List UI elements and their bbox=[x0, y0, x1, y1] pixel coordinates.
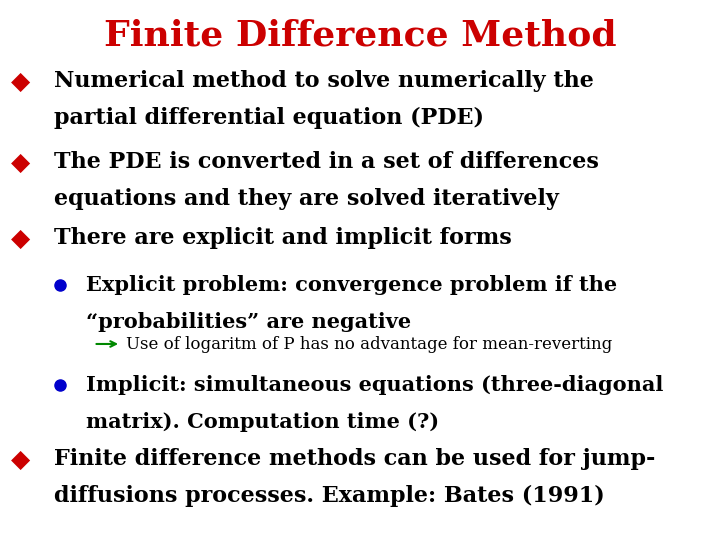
Text: ◆: ◆ bbox=[11, 151, 30, 175]
Text: ◆: ◆ bbox=[11, 70, 30, 94]
Text: Use of logaritm of P has no advantage for mean-reverting: Use of logaritm of P has no advantage fo… bbox=[126, 336, 612, 353]
Text: matrix). Computation time (?): matrix). Computation time (?) bbox=[86, 412, 439, 432]
Text: Numerical method to solve numerically the: Numerical method to solve numerically th… bbox=[54, 70, 594, 92]
Text: The PDE is converted in a set of differences: The PDE is converted in a set of differe… bbox=[54, 151, 599, 173]
Text: Finite Difference Method: Finite Difference Method bbox=[104, 19, 616, 53]
Text: partial differential equation (PDE): partial differential equation (PDE) bbox=[54, 107, 484, 129]
Text: Finite difference methods can be used for jump-: Finite difference methods can be used fo… bbox=[54, 448, 655, 470]
Text: diffusions processes. Example: Bates (1991): diffusions processes. Example: Bates (19… bbox=[54, 485, 605, 507]
Text: ◆: ◆ bbox=[11, 227, 30, 251]
Text: “probabilities” are negative: “probabilities” are negative bbox=[86, 312, 412, 332]
Text: Implicit: simultaneous equations (three-diagonal: Implicit: simultaneous equations (three-… bbox=[86, 375, 664, 395]
Text: There are explicit and implicit forms: There are explicit and implicit forms bbox=[54, 227, 512, 249]
Text: equations and they are solved iteratively: equations and they are solved iterativel… bbox=[54, 188, 559, 210]
Text: Explicit problem: convergence problem if the: Explicit problem: convergence problem if… bbox=[86, 275, 618, 295]
Text: ◆: ◆ bbox=[11, 448, 30, 472]
